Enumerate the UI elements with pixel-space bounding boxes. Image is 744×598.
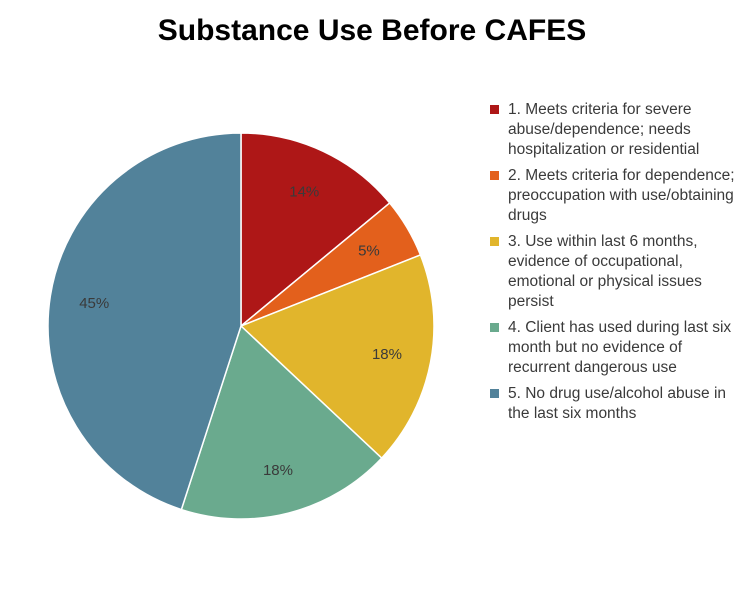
- legend-label-meets-criteria-for-dependence-: 2. Meets criteria for dependence; preocc…: [508, 167, 735, 224]
- legend-item-3: 3. Use within last 6 months, evidence of…: [490, 232, 740, 312]
- legend-swatch-4: [490, 323, 499, 332]
- data-label-4: 18%: [263, 462, 293, 479]
- pie-slice-3: [239, 253, 435, 460]
- legend-label-client-has-used-during-last-si: 4. Client has used during last six month…: [508, 319, 732, 376]
- pie-slice-5: [47, 132, 242, 511]
- legend-item-1: 1. Meets criteria for severe abuse/depen…: [490, 100, 740, 160]
- legend-label-use-within-last-6-months-evide: 3. Use within last 6 months, evidence of…: [508, 233, 702, 310]
- chart-title: Substance Use Before CAFES: [157, 14, 587, 47]
- legend-label-meets-criteria-for-severe-abus: 1. Meets criteria for severe abuse/depen…: [508, 101, 700, 158]
- legend-item-5: 5. No drug use/alcohol abuse in the last…: [490, 384, 740, 424]
- pie-slice-4: [180, 324, 383, 520]
- legend-swatch-1: [490, 105, 499, 114]
- legend-swatch-3: [490, 237, 499, 246]
- legend-label-no-drug-use-alcohol-abuse-in-t: 5. No drug use/alcohol abuse in the last…: [508, 385, 727, 422]
- pie-slice-1: [240, 132, 391, 328]
- legend: 1. Meets criteria for severe abuse/depen…: [490, 100, 740, 430]
- legend-swatch-5: [490, 389, 499, 398]
- legend-item-2: 2. Meets criteria for dependence; preocc…: [490, 166, 740, 226]
- data-label-3: 18%: [372, 346, 402, 363]
- data-label-2: 5%: [358, 242, 380, 259]
- legend-item-4: 4. Client has used during last six month…: [490, 318, 740, 378]
- data-label-5: 45%: [79, 295, 109, 312]
- legend-swatch-2: [490, 171, 499, 180]
- data-label-1: 14%: [289, 184, 319, 201]
